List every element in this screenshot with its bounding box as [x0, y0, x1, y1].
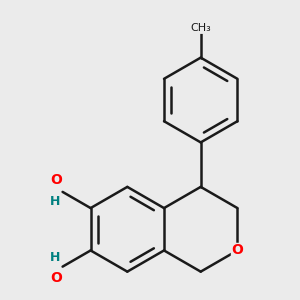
Text: O: O: [50, 271, 62, 285]
Text: H: H: [50, 250, 60, 264]
Text: O: O: [232, 244, 243, 257]
Text: O: O: [50, 173, 62, 187]
Text: H: H: [50, 195, 60, 208]
Text: CH₃: CH₃: [190, 23, 211, 33]
